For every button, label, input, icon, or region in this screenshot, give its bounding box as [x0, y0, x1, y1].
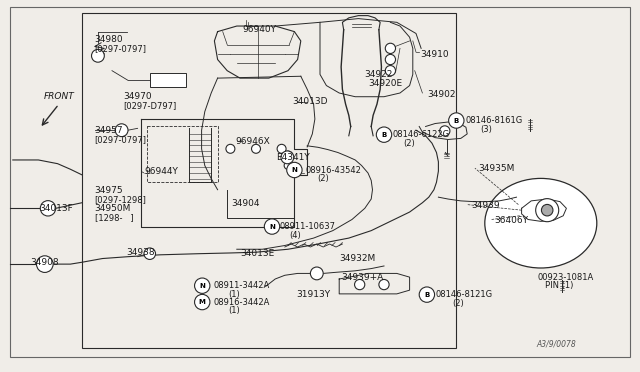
Text: 34975: 34975 — [95, 186, 124, 195]
Ellipse shape — [36, 256, 53, 272]
Text: 34935M: 34935M — [479, 164, 515, 173]
Ellipse shape — [195, 294, 210, 310]
Text: 34957: 34957 — [95, 126, 124, 135]
Text: 34938: 34938 — [127, 248, 156, 257]
Text: 34980: 34980 — [95, 35, 124, 44]
Ellipse shape — [485, 179, 596, 268]
Text: 34939: 34939 — [471, 201, 500, 210]
Ellipse shape — [376, 127, 392, 142]
Ellipse shape — [355, 279, 365, 290]
Text: (4): (4) — [289, 231, 301, 240]
Text: 96940Y: 96940Y — [242, 25, 276, 34]
Ellipse shape — [310, 267, 323, 280]
Ellipse shape — [284, 162, 292, 169]
Ellipse shape — [195, 278, 210, 294]
Text: 34950M: 34950M — [95, 204, 131, 213]
Text: 34920E: 34920E — [368, 79, 402, 88]
Text: 34908: 34908 — [31, 258, 60, 267]
Text: 34939+A: 34939+A — [341, 273, 383, 282]
Text: 08146-6122G: 08146-6122G — [393, 130, 450, 139]
Text: [0297-0797]: [0297-0797] — [95, 135, 147, 144]
Text: (3): (3) — [480, 125, 492, 134]
Ellipse shape — [281, 151, 294, 164]
Bar — [82, 13, 456, 348]
Text: (2): (2) — [317, 174, 328, 183]
Text: 96944Y: 96944Y — [144, 167, 178, 176]
Ellipse shape — [385, 54, 396, 65]
Text: 31913Y: 31913Y — [296, 291, 330, 299]
Text: FRONT: FRONT — [44, 92, 74, 101]
Text: B: B — [381, 132, 387, 138]
Text: [1298-   ]: [1298- ] — [95, 213, 133, 222]
Text: 08916-3442A: 08916-3442A — [213, 298, 269, 307]
Text: 34902: 34902 — [428, 90, 456, 99]
Ellipse shape — [226, 144, 235, 153]
Ellipse shape — [536, 199, 559, 222]
Text: M: M — [199, 299, 205, 305]
Text: 36406Y: 36406Y — [494, 216, 528, 225]
Text: 08146-8121G: 08146-8121G — [436, 290, 493, 299]
Text: (2): (2) — [403, 139, 415, 148]
Text: (1): (1) — [228, 306, 239, 315]
Text: 96946X: 96946X — [235, 137, 269, 146]
Ellipse shape — [264, 219, 280, 234]
Text: [0297-D797]: [0297-D797] — [124, 101, 177, 110]
Text: N: N — [291, 167, 298, 173]
Text: 00923-1081A: 00923-1081A — [538, 273, 594, 282]
Text: 34970: 34970 — [124, 92, 152, 101]
Ellipse shape — [419, 287, 435, 302]
Text: [0297-1298]: [0297-1298] — [95, 195, 147, 204]
Text: N: N — [199, 283, 205, 289]
Ellipse shape — [385, 65, 396, 76]
Text: B: B — [454, 118, 459, 124]
Text: E4341Y: E4341Y — [276, 153, 310, 162]
Text: 34904: 34904 — [232, 199, 260, 208]
Ellipse shape — [40, 201, 56, 216]
Text: 34910: 34910 — [420, 50, 449, 59]
Ellipse shape — [379, 279, 389, 290]
Ellipse shape — [385, 43, 396, 54]
Ellipse shape — [115, 124, 128, 137]
Ellipse shape — [252, 144, 260, 153]
Ellipse shape — [541, 205, 553, 216]
Text: [0297-0797]: [0297-0797] — [95, 44, 147, 53]
Text: 34932M: 34932M — [339, 254, 376, 263]
Text: 08911-10637: 08911-10637 — [279, 222, 335, 231]
Text: A3/9/0078: A3/9/0078 — [536, 340, 576, 349]
Text: 34013F: 34013F — [40, 204, 74, 213]
Ellipse shape — [144, 248, 156, 259]
Text: PIN (1): PIN (1) — [545, 281, 573, 290]
Text: B: B — [424, 292, 429, 298]
Text: N: N — [269, 224, 275, 230]
Ellipse shape — [92, 49, 104, 62]
Ellipse shape — [283, 151, 293, 161]
Text: 08911-3442A: 08911-3442A — [213, 281, 269, 290]
Text: (1): (1) — [228, 290, 239, 299]
Text: 34922: 34922 — [364, 70, 392, 79]
Text: 08146-8161G: 08146-8161G — [465, 116, 522, 125]
Text: 34013D: 34013D — [292, 97, 327, 106]
Text: (2): (2) — [452, 299, 464, 308]
Text: 34013E: 34013E — [241, 249, 275, 258]
Text: 08916-43542: 08916-43542 — [305, 166, 361, 174]
Ellipse shape — [277, 144, 286, 153]
Ellipse shape — [449, 113, 464, 128]
Ellipse shape — [287, 162, 302, 178]
Bar — [150, 73, 186, 87]
Ellipse shape — [440, 126, 450, 136]
